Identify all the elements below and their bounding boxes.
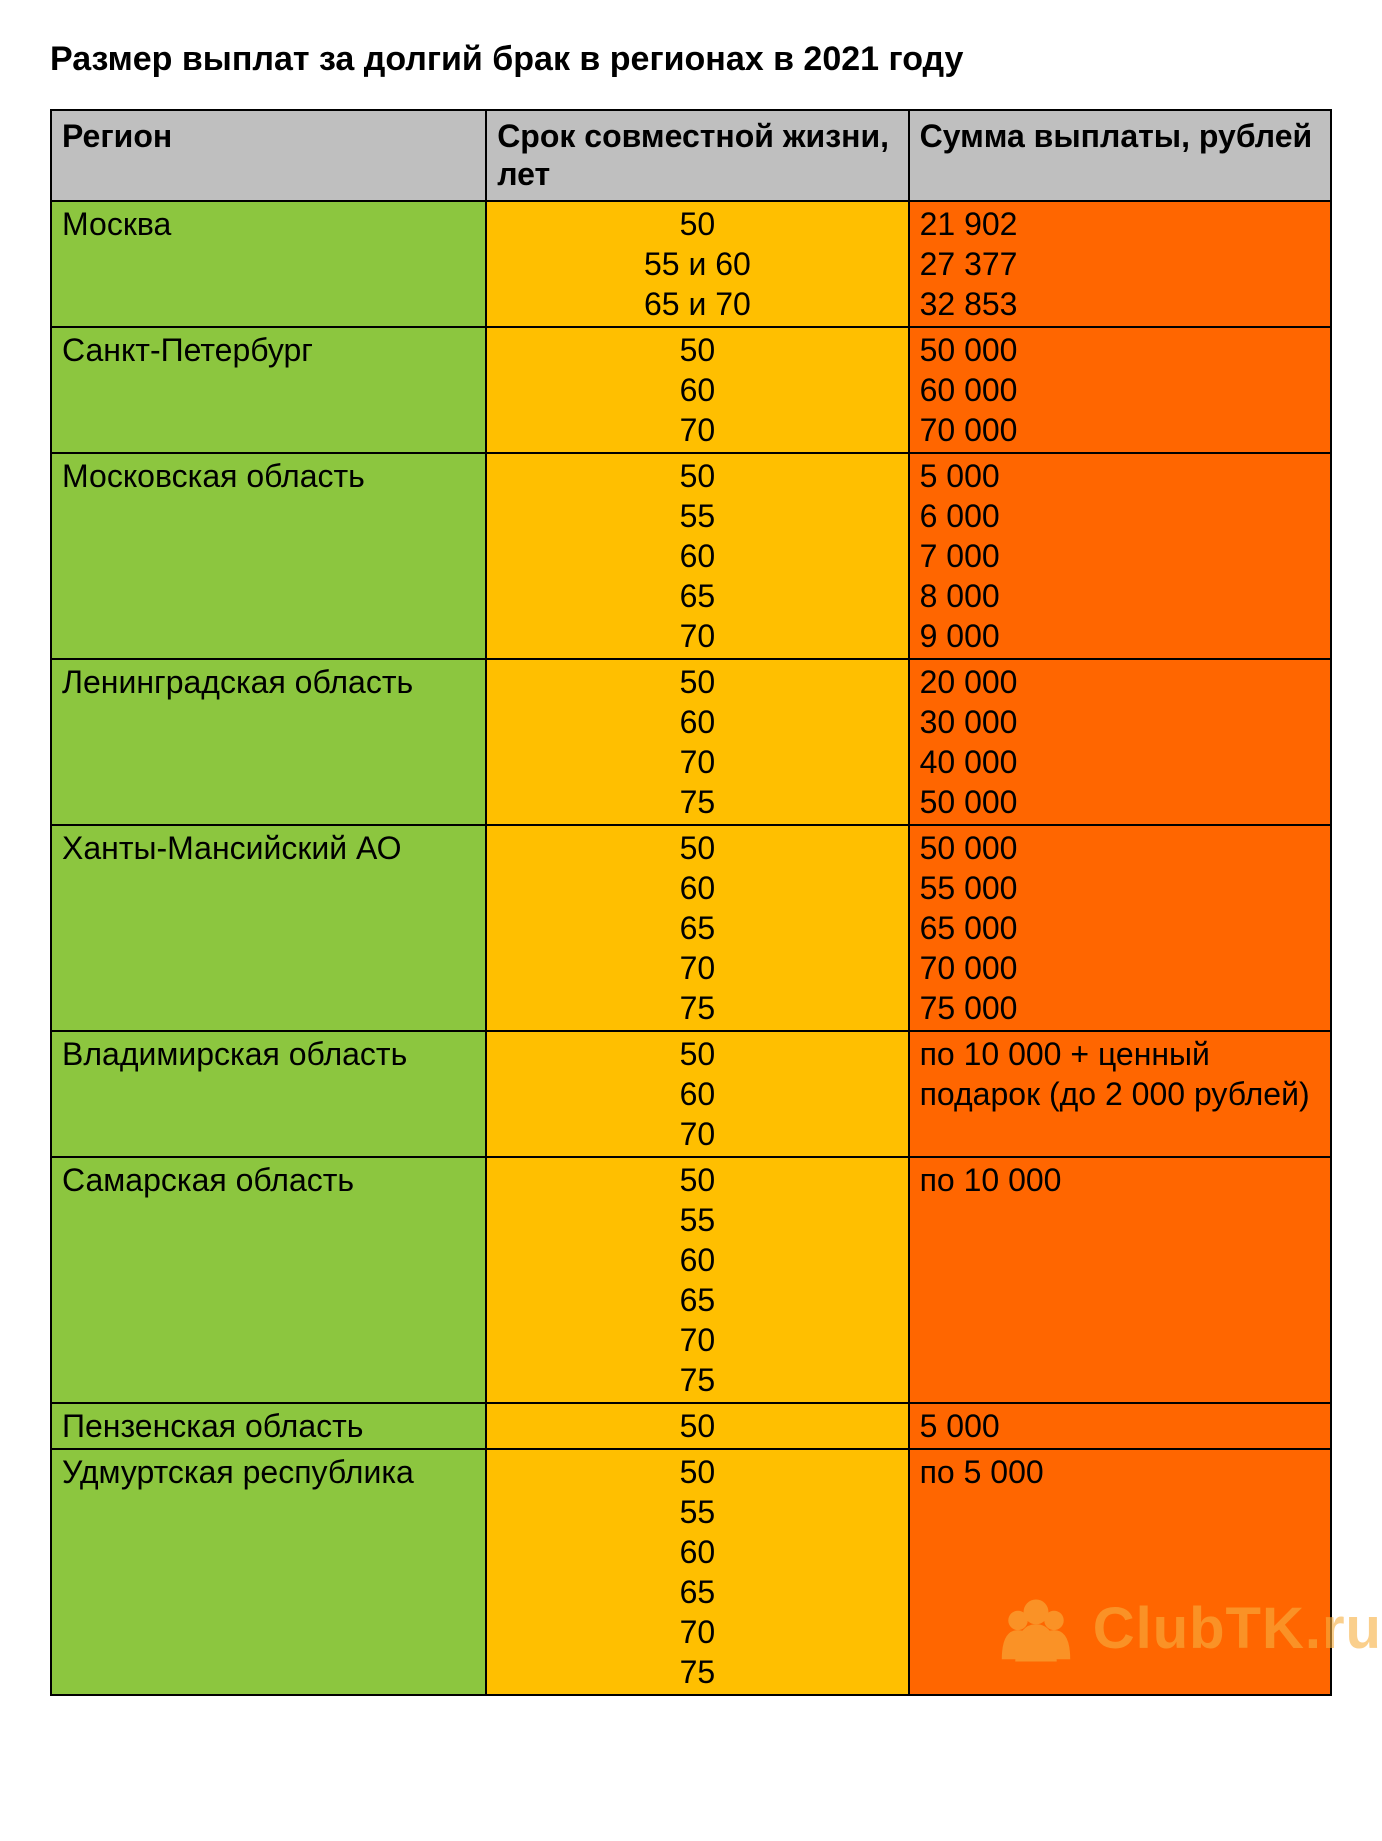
table-row: Санкт-Петербург 506070 50 00060 00070 000: [51, 327, 1331, 453]
cell-value: 8 000: [920, 576, 1320, 616]
cell-value: 50: [497, 330, 897, 370]
cell-value: 50: [497, 828, 897, 868]
cell-value: 6 000: [920, 496, 1320, 536]
cell-value: 50: [497, 1160, 897, 1200]
cell-value: 20 000: [920, 662, 1320, 702]
cell-value: 70: [497, 948, 897, 988]
cell-value: 60: [497, 868, 897, 908]
cell-value: 7 000: [920, 536, 1320, 576]
cell-value: Санкт-Петербург: [62, 330, 475, 370]
cell-value: 30 000: [920, 702, 1320, 742]
cell-value: 65: [497, 908, 897, 948]
cell-value: 32 853: [920, 284, 1320, 324]
cell-value: 65 и 70: [497, 284, 897, 324]
cell-value: 75 000: [920, 988, 1320, 1028]
cell-value: 65 000: [920, 908, 1320, 948]
table-row: Самарская область 505560657075 по 10 000: [51, 1157, 1331, 1403]
cell-value: 50 000: [920, 782, 1320, 822]
col-header-years: Срок совместной жизни, лет: [486, 110, 908, 201]
cell-value: 70: [497, 742, 897, 782]
cell-value: 60 000: [920, 370, 1320, 410]
cell-value: 50 000: [920, 828, 1320, 868]
cell-value: 60: [497, 536, 897, 576]
cell-value: Москва: [62, 204, 475, 244]
cell-value: 60: [497, 1074, 897, 1114]
cell-value: 60: [497, 1240, 897, 1280]
table-row: Пензенская область 50 5 000: [51, 1403, 1331, 1449]
cell-value: 50: [497, 662, 897, 702]
cell-value: Владимирская область: [62, 1034, 475, 1074]
cell-value: 60: [497, 702, 897, 742]
cell-value: 75: [497, 1652, 897, 1692]
page-title: Размер выплат за долгий брак в регионах …: [50, 40, 1332, 79]
table-row: Московская область 5055606570 5 0006 0007 …: [51, 453, 1331, 659]
cell-value: Удмуртская республика: [62, 1452, 475, 1492]
cell-value: 55 и 60: [497, 244, 897, 284]
cell-value: 55: [497, 496, 897, 536]
cell-value: по 5 000: [920, 1452, 1320, 1492]
cell-value: 70: [497, 616, 897, 656]
cell-value: Московская область: [62, 456, 475, 496]
cell-value: 75: [497, 782, 897, 822]
cell-value: 50: [497, 204, 897, 244]
cell-value: Пензенская область: [62, 1406, 475, 1446]
cell-value: 70 000: [920, 948, 1320, 988]
cell-value: 55 000: [920, 868, 1320, 908]
col-header-amount: Сумма выплаты, рублей: [909, 110, 1331, 201]
cell-value: 75: [497, 1360, 897, 1400]
cell-value: 27 377: [920, 244, 1320, 284]
cell-value: 50: [497, 1406, 897, 1446]
cell-value: 50: [497, 456, 897, 496]
cell-value: 70: [497, 1612, 897, 1652]
cell-value: Ленинградская область: [62, 662, 475, 702]
cell-value: 21 902: [920, 204, 1320, 244]
cell-value: 70 000: [920, 410, 1320, 450]
table-row: Москва 5055 и 6065 и 70 21 90227 37732 853: [51, 201, 1331, 327]
cell-value: 5 000: [920, 1406, 1320, 1446]
cell-value: 70: [497, 1320, 897, 1360]
cell-value: 65: [497, 1280, 897, 1320]
table-row: Ленинградская область 50607075 20 00030 00…: [51, 659, 1331, 825]
cell-value: 55: [497, 1492, 897, 1532]
cell-value: 40 000: [920, 742, 1320, 782]
table-row: Ханты-Мансийский АО 5060657075 50 00055 00…: [51, 825, 1331, 1031]
cell-value: 50: [497, 1452, 897, 1492]
table-header-row: Регион Срок совместной жизни, лет Сумма …: [51, 110, 1331, 201]
cell-value: Ханты-Мансийский АО: [62, 828, 475, 868]
table-row: Удмуртская республика 505560657075 по 5 00…: [51, 1449, 1331, 1695]
cell-value: Самарская область: [62, 1160, 475, 1200]
cell-value: 65: [497, 1572, 897, 1612]
cell-value: 60: [497, 370, 897, 410]
cell-value: 70: [497, 1114, 897, 1154]
cell-value: по 10 000 + ценный подарок (до 2 000 руб…: [920, 1034, 1320, 1114]
cell-value: 70: [497, 410, 897, 450]
cell-value: по 10 000: [920, 1160, 1320, 1200]
cell-value: 75: [497, 988, 897, 1028]
cell-value: 9 000: [920, 616, 1320, 656]
cell-value: 55: [497, 1200, 897, 1240]
cell-value: 65: [497, 576, 897, 616]
cell-value: 50 000: [920, 330, 1320, 370]
cell-value: 60: [497, 1532, 897, 1572]
payout-table: Регион Срок совместной жизни, лет Сумма …: [50, 109, 1332, 1696]
table-row: Владимирская область 506070 по 10 000 + це…: [51, 1031, 1331, 1157]
cell-value: 50: [497, 1034, 897, 1074]
cell-value: 5 000: [920, 456, 1320, 496]
col-header-region: Регион: [51, 110, 486, 201]
